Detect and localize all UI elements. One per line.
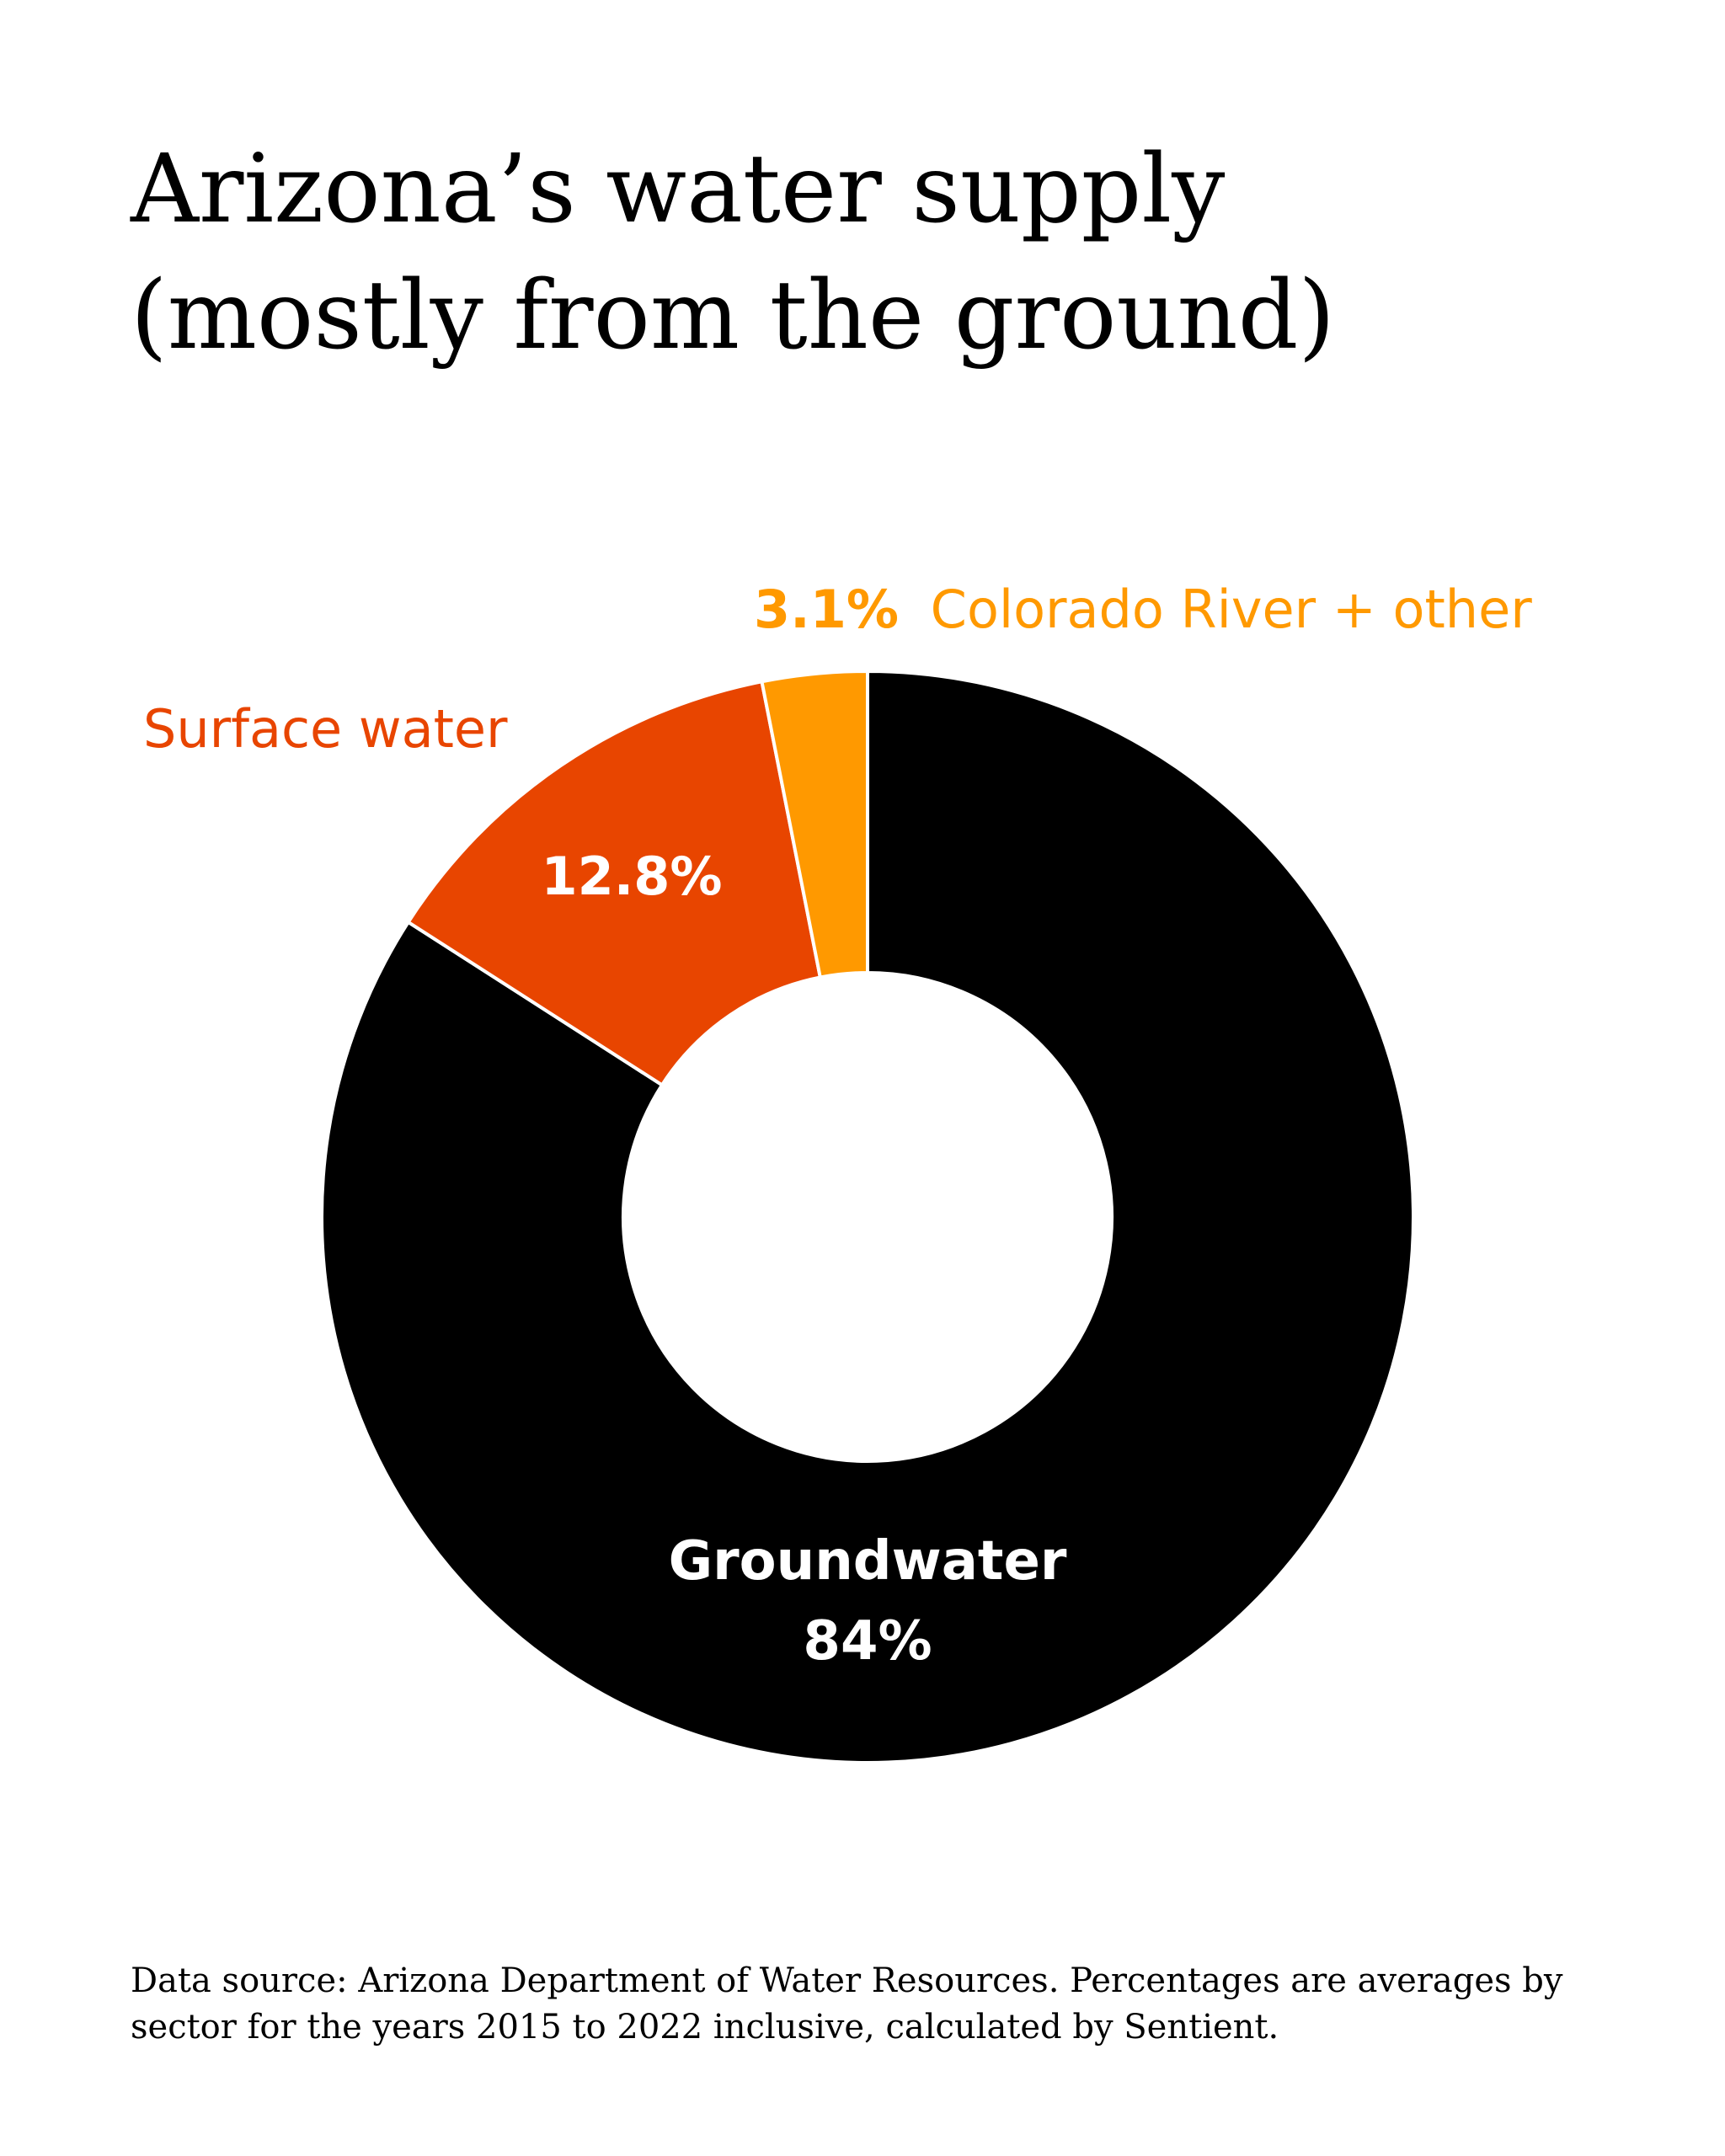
colorado-pct-label: 3.1% <box>754 579 899 640</box>
surface-water-slice <box>406 680 822 1087</box>
donut-slices <box>320 670 1415 1764</box>
surface-pct-label: 12.8% <box>541 846 722 907</box>
groundwater-pct-label: 84% <box>803 1610 932 1673</box>
surface-name-label: Surface water <box>143 698 508 760</box>
colorado-river-slice <box>760 670 869 979</box>
colorado-label: 3.1% Colorado River + other <box>754 579 1532 640</box>
groundwater-name-label: Groundwater <box>669 1530 1067 1593</box>
groundwater-slice <box>320 670 1415 1764</box>
colorado-name-label: Colorado River + other <box>931 579 1533 640</box>
source-note: Data source: Arizona Department of Water… <box>131 1961 1563 2047</box>
chart-title: Arizona’s water supply (mostly from the … <box>131 126 1335 379</box>
chart-title-line-1: Arizona’s water supply <box>131 135 1226 244</box>
chart-title-line-2: (mostly from the ground) <box>131 261 1336 371</box>
